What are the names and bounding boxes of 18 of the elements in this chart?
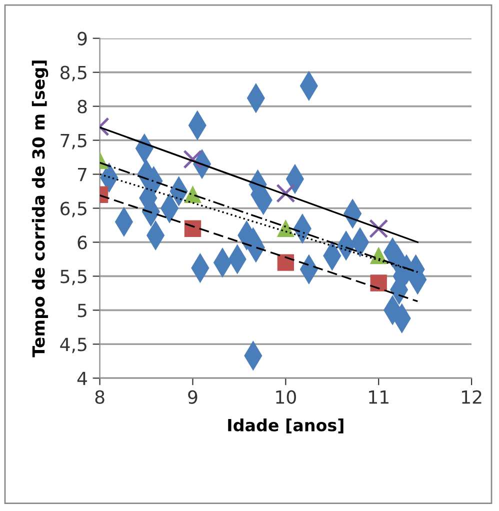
y-tick-label: 6 <box>78 236 87 250</box>
y-tick-label: 7 <box>78 168 86 182</box>
y-tick-label: 5,5 <box>60 270 86 286</box>
y-tick-label: 7,5 <box>60 134 86 150</box>
y-tick-label: 9 <box>78 32 87 46</box>
y-tick-label: 8,5 <box>60 66 86 82</box>
x-tick-label: 11 <box>369 390 388 404</box>
y-axis-title: Tempo de corrida de 30 m [seg] <box>32 60 48 358</box>
x-axis-title: Idade [anos] <box>228 418 344 434</box>
y-tick-label: 5 <box>78 304 86 318</box>
x-tick-label: 10 <box>276 390 296 404</box>
y-tick-label: 4,5 <box>60 338 86 354</box>
x-tick-label: 12 <box>462 390 482 404</box>
y-tick-label: 4 <box>77 372 87 385</box>
y-tick-label: 8 <box>78 100 87 114</box>
x-tick-label: 9 <box>188 390 198 404</box>
y-tick-label: 6,5 <box>60 202 86 218</box>
x-tick-label: 8 <box>95 390 104 404</box>
